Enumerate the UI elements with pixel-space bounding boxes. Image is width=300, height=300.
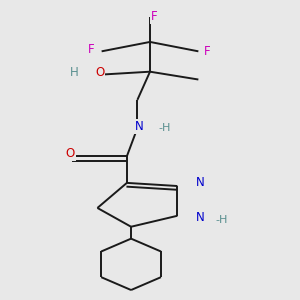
Text: F: F: [88, 43, 94, 56]
Text: F: F: [151, 11, 158, 23]
Text: H: H: [70, 66, 79, 79]
Text: N: N: [135, 120, 144, 133]
Text: F: F: [203, 45, 210, 58]
Text: N: N: [196, 211, 205, 224]
Text: -H: -H: [215, 215, 228, 226]
Text: -H: -H: [158, 123, 171, 133]
Text: O: O: [65, 147, 75, 160]
Text: O: O: [95, 66, 104, 80]
Text: N: N: [196, 176, 205, 189]
